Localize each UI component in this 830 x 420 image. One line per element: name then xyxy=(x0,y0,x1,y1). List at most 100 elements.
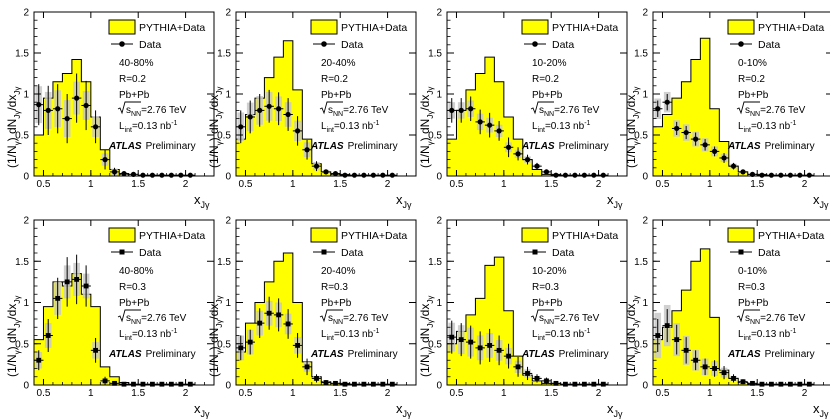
y-label-part: ) dN xyxy=(5,119,19,142)
data-point xyxy=(525,371,530,376)
x-tick-label: 1.5 xyxy=(333,388,347,399)
radius-label: R=0.3 xyxy=(321,282,348,293)
sqrt-symbol xyxy=(117,309,141,323)
x-tick-label: 1.5 xyxy=(544,388,558,399)
system-label: Pb+Pb xyxy=(738,90,769,101)
y-label-sub: γ xyxy=(426,141,435,145)
data-point xyxy=(178,172,184,178)
lumi-sub: int xyxy=(125,127,132,134)
x-tick-label: 1 xyxy=(707,388,713,399)
data-point xyxy=(693,136,699,142)
legend-data-marker xyxy=(119,41,125,47)
x-tick-label: 1.5 xyxy=(131,179,145,190)
system-label: Pb+Pb xyxy=(119,298,150,309)
data-point xyxy=(140,172,146,178)
atlas-label: ATLAS Preliminary xyxy=(108,349,196,360)
data-point xyxy=(187,381,193,387)
y-axis-label: (1/Nγ) dNJγ/dxJγ xyxy=(624,87,641,168)
x-label-sub: Jγ xyxy=(820,409,830,419)
sqrt-s: s xyxy=(126,313,131,324)
preliminary-word: Preliminary xyxy=(765,349,815,360)
legend-mc-label: PYTHIA+Data xyxy=(139,22,205,34)
y-label-part: (1/N xyxy=(624,354,638,377)
data-point xyxy=(333,380,338,386)
y-tick-label: 1.5 xyxy=(428,49,442,60)
x-label-sub: Jγ xyxy=(820,200,830,210)
y-label-part: /dx xyxy=(418,95,432,111)
data-point xyxy=(750,380,755,386)
data-point xyxy=(515,151,521,157)
radius-label: R=0.3 xyxy=(119,282,146,293)
data-point xyxy=(572,172,578,178)
lumi-label: Lint=0.13 nb-1 xyxy=(119,120,178,134)
y-tick-label: 1 xyxy=(642,298,648,309)
y-label-sub: Jγ xyxy=(215,320,224,328)
y-tick-label: 1.5 xyxy=(217,49,231,60)
data-point xyxy=(304,364,310,370)
y-tick-label: 0.5 xyxy=(217,339,231,350)
centrality-label: 20-40% xyxy=(321,58,356,69)
sqrt-s-sub: NN xyxy=(131,111,141,118)
y-tick-label: 0 xyxy=(23,381,29,392)
sqrt-s: s xyxy=(126,105,131,116)
y-label-sub: γ xyxy=(632,350,641,354)
data-point xyxy=(178,381,184,387)
y-tick-label: 2 xyxy=(642,8,648,19)
y-axis-label: (1/Nγ) dNJγ/dxJγ xyxy=(207,87,224,168)
x-tick-label: 2 xyxy=(385,179,391,190)
x-axis-label: xJγ xyxy=(813,401,829,419)
energy-label: sNN=2.76 TeV xyxy=(328,105,389,118)
y-tick-label: 0 xyxy=(436,381,442,392)
lumi-sup: -1 xyxy=(790,120,796,127)
data-point xyxy=(600,172,606,178)
y-tick-label: 0.5 xyxy=(428,339,442,350)
y-label-sub: Jγ xyxy=(632,87,641,95)
legend-data-marker xyxy=(532,249,538,255)
lumi-sup: -1 xyxy=(584,328,590,335)
lumi-sub: int xyxy=(125,335,132,342)
data-point xyxy=(351,172,358,178)
y-label-part: /dx xyxy=(624,304,638,320)
lumi-sup: -1 xyxy=(373,120,379,127)
data-point xyxy=(304,147,310,153)
data-point xyxy=(477,345,483,351)
data-point xyxy=(36,357,42,363)
y-label-sub: γ xyxy=(426,350,435,354)
sqrt-symbol xyxy=(319,101,343,115)
x-label-main: x xyxy=(194,192,201,207)
y-label-sub: γ xyxy=(632,141,641,145)
y-tick-label: 1.5 xyxy=(15,49,29,60)
data-point xyxy=(111,169,118,175)
legend-data-marker xyxy=(321,249,327,255)
x-axis-label: xJγ xyxy=(396,401,412,419)
legend-data-label: Data xyxy=(139,39,161,51)
data-point xyxy=(731,376,736,381)
data-point xyxy=(159,381,165,387)
preliminary-word: Preliminary xyxy=(559,141,609,152)
data-point xyxy=(487,122,493,128)
sqrt-s: s xyxy=(745,313,750,324)
y-label-sub: Jγ xyxy=(426,87,435,95)
data-point xyxy=(711,148,718,154)
x-tick-label: 0.5 xyxy=(450,388,464,399)
data-point xyxy=(149,172,156,178)
system-label: Pb+Pb xyxy=(321,298,352,309)
x-label-main: x xyxy=(396,401,403,416)
energy-label: sNN=2.76 TeV xyxy=(126,313,187,326)
x-tick-label: 2 xyxy=(802,388,808,399)
x-label-main: x xyxy=(607,192,614,207)
lumi-label: Lint=0.13 nb-1 xyxy=(119,328,178,342)
data-point xyxy=(581,381,587,387)
data-point xyxy=(247,114,253,120)
y-label-part: (1/N xyxy=(5,145,19,168)
x-label-sub: Jγ xyxy=(201,200,211,210)
y-tick-label: 0.5 xyxy=(15,131,29,142)
data-point xyxy=(159,172,165,178)
sqrt-symbol xyxy=(530,309,554,323)
atlas-label: ATLAS Preliminary xyxy=(521,141,609,152)
lumi-sub: int xyxy=(327,335,334,342)
